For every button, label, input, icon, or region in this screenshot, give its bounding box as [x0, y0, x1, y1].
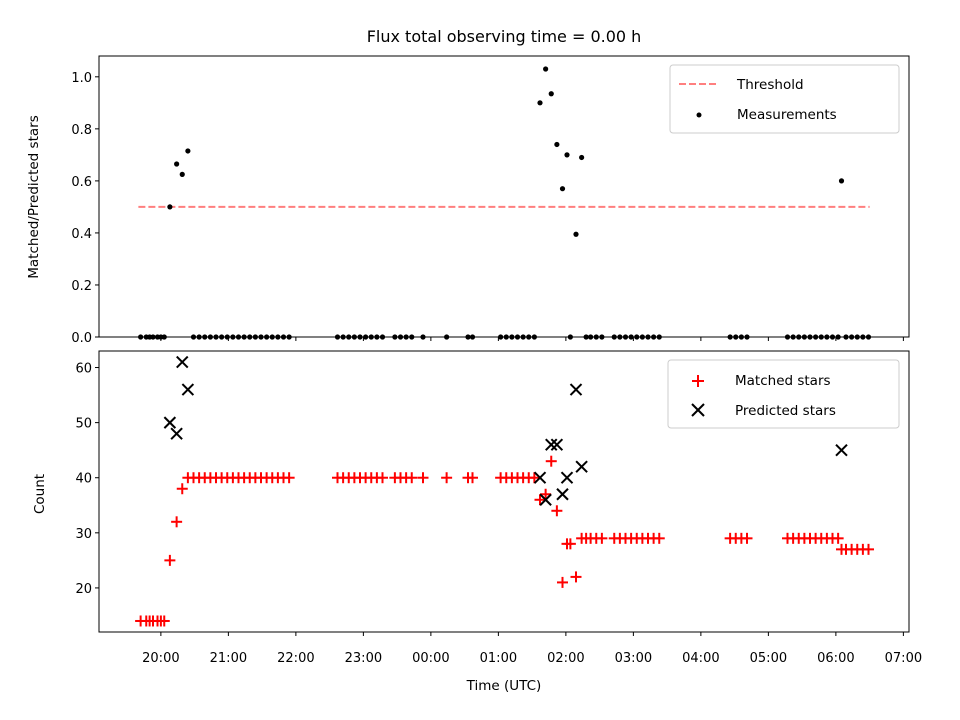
predicted-star-point: [170, 427, 183, 440]
top-axes-frame: [98, 55, 910, 338]
predicted-star-point: [163, 416, 177, 429]
x-tick-label: 02:00: [547, 651, 584, 666]
chart-title: Flux total observing time = 0.00 h: [367, 27, 642, 46]
bottom-panel: Count Time (UTC) 20 30 40 50 60 20:00 21:00 22…: [32, 350, 922, 694]
measurement-point: [554, 141, 560, 148]
measurement-point: [537, 100, 543, 106]
measurement-point: [543, 66, 549, 72]
top-y-tick-label: 0.4: [71, 227, 92, 242]
x-tick-label: 03:00: [615, 651, 652, 666]
matched-star-point: [441, 472, 453, 484]
x-tick-label: 22:00: [277, 651, 314, 666]
matched-star-point: [528, 472, 540, 484]
predicted-star-point: [560, 471, 574, 484]
legend-measurements-label: Measurements: [737, 107, 837, 123]
matched-star-point: [557, 576, 568, 588]
predicted-star-point: [539, 493, 552, 506]
legend-predicted-label: Predicted stars: [735, 403, 836, 419]
x-tick-label: 06:00: [817, 651, 854, 666]
top-y-tick-label: 0.0: [71, 331, 92, 346]
top-legend-box: [669, 64, 900, 134]
matched-star-point: [832, 532, 844, 544]
matched-star-point: [564, 538, 576, 550]
x-tick-label: 21:00: [210, 651, 247, 666]
x-tick-label: 01:00: [480, 651, 517, 666]
bottom-y-tick-label: 60: [75, 362, 92, 377]
bottom-y-tick-label: 40: [75, 472, 92, 487]
legend-predicted-swatch: [691, 403, 705, 417]
legend-threshold-label: Threshold: [736, 77, 804, 93]
matched-star-point: [653, 532, 665, 544]
x-tick-label: 04:00: [682, 651, 719, 666]
bottom-axes-frame: [98, 350, 910, 633]
predicted-star-point: [550, 438, 564, 451]
matched-star-point: [545, 455, 557, 467]
predicted-star-point: [569, 383, 583, 396]
legend-matched-swatch: [692, 375, 704, 387]
measurement-point: [179, 171, 185, 177]
predicted-star-point: [835, 443, 848, 457]
bottom-y-tick-label: 20: [75, 582, 92, 597]
x-tick-label: 20:00: [142, 651, 179, 666]
predicted-star-point: [575, 460, 588, 473]
legend-measurements-swatch: [696, 112, 702, 118]
matched-star-point: [540, 488, 552, 500]
top-legend: Threshold Measurements: [669, 64, 900, 134]
measurement-point: [548, 91, 554, 97]
bottom-y-tick-label: 30: [75, 527, 92, 542]
predicted-star-point: [556, 488, 569, 501]
matched-star-point: [863, 543, 874, 555]
measurement-point: [564, 152, 570, 158]
measurement-point: [167, 204, 173, 210]
measurement-point: [838, 178, 845, 184]
x-tick-label: 00:00: [412, 651, 449, 666]
x-tick-label: 07:00: [885, 651, 922, 666]
x-tick-label: 23:00: [345, 651, 382, 666]
bottom-legend: Matched stars Predicted stars: [667, 359, 900, 429]
matched-star-point: [570, 571, 582, 583]
predicted-star-point: [176, 355, 189, 369]
top-y-tick-label: 0.8: [71, 123, 92, 138]
matched-star-point: [551, 505, 563, 517]
top-y-tick-label: 1.0: [71, 71, 92, 86]
top-panel: Flux total observing time = 0.00 h Match…: [26, 27, 910, 346]
top-y-tick-label: 0.6: [71, 175, 92, 190]
bottom-y-axis-label: Count: [32, 474, 48, 514]
matched-star-point: [171, 516, 183, 528]
matched-star-point: [741, 532, 753, 544]
matched-star-point: [406, 472, 418, 484]
x-axis-label: Time (UTC): [466, 678, 542, 694]
bottom-legend-box: [667, 359, 900, 429]
matched-star-point: [164, 554, 176, 566]
predicted-star-point: [181, 383, 195, 396]
top-y-axis-label: Matched/Predicted stars: [26, 115, 42, 278]
bottom-y-tick-label: 50: [75, 417, 92, 432]
matched-star-point: [534, 494, 546, 506]
matched-star-point: [176, 483, 188, 495]
predicted-star-point: [533, 471, 547, 484]
measurement-point: [579, 154, 585, 161]
matched-star-point: [596, 532, 608, 544]
matched-star-point: [417, 472, 429, 484]
measurement-point: [559, 186, 566, 192]
measurement-point: [174, 161, 180, 167]
x-tick-label: 05:00: [750, 651, 787, 666]
top-y-tick-label: 0.2: [71, 279, 92, 294]
measurement-point: [573, 231, 579, 237]
matched-star-point: [467, 472, 478, 484]
matched-star-point: [377, 472, 388, 484]
predicted-star-point: [545, 438, 558, 451]
matched-star-point: [158, 615, 170, 627]
measurement-point: [185, 148, 191, 154]
matched-star-point: [283, 472, 295, 484]
legend-matched-label: Matched stars: [735, 373, 831, 389]
